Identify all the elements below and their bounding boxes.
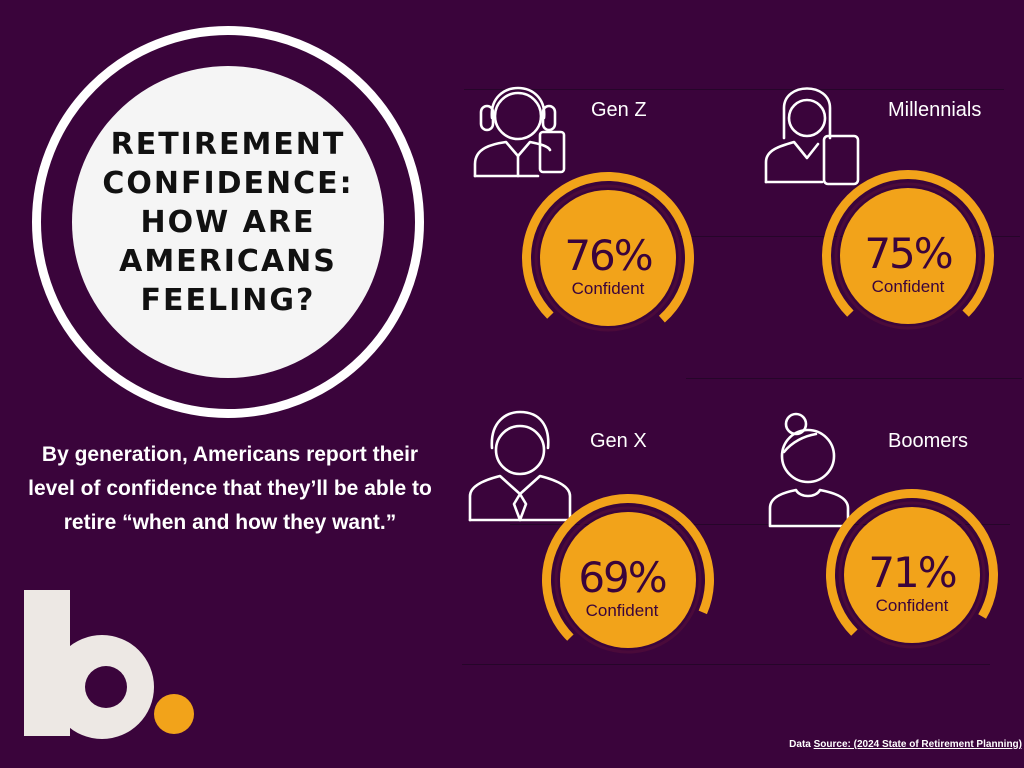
confidence-ring	[554, 506, 702, 654]
divider-line	[686, 378, 1022, 379]
title-line: AMERICANS	[119, 243, 337, 279]
divider-line	[464, 89, 1004, 90]
confidence-ring	[834, 182, 982, 330]
generation-label: Gen Z	[591, 99, 647, 121]
source-prefix: Data	[789, 739, 814, 750]
percent-label: 71%	[868, 548, 955, 597]
confident-label: Confident	[876, 596, 949, 615]
confidence-disc	[560, 512, 696, 648]
percent-label: 69%	[578, 553, 665, 602]
generation-label: Gen X	[590, 430, 647, 452]
title-line: CONFIDENCE:	[102, 165, 354, 201]
confidence-ring	[838, 501, 986, 649]
title-line: HOW ARE	[140, 204, 316, 240]
confidence-arc	[522, 172, 694, 323]
confidence-arc	[826, 488, 999, 636]
woman-bun-icon	[768, 412, 850, 528]
page-title: RETIREMENT CONFIDENCE: HOW ARE AMERICANS…	[72, 66, 384, 378]
percent-label: 76%	[564, 231, 651, 280]
confidence-ring	[534, 184, 682, 332]
confidence-arc	[822, 169, 995, 317]
headset-person-phone-icon	[473, 86, 566, 178]
title-disc	[72, 66, 384, 378]
confident-label: Confident	[586, 601, 659, 620]
confident-label: Confident	[872, 277, 945, 296]
percent-label: 75%	[864, 229, 951, 278]
confidence-disc	[540, 190, 676, 326]
confident-label: Confident	[572, 279, 645, 298]
subtitle-text: By generation, Americans report their le…	[28, 443, 432, 534]
divider-line	[462, 664, 990, 665]
divider-line	[510, 524, 1010, 525]
confidence-arc	[542, 494, 715, 641]
generation-label: Boomers	[888, 430, 968, 452]
title-line: RETIREMENT	[110, 126, 346, 162]
brand-logo: b.	[24, 590, 194, 739]
title-line: FEELING?	[140, 282, 316, 318]
source-link[interactable]: Source: (2024 State of Retirement Planni…	[813, 739, 1022, 750]
businessman-icon	[468, 410, 572, 522]
generation-label: Millennials	[888, 99, 981, 121]
source-citation: Data Source: (2024 State of Retirement P…	[782, 739, 1022, 750]
title-ring	[32, 26, 424, 418]
woman-phone-icon	[764, 87, 860, 186]
confidence-disc	[844, 507, 980, 643]
confidence-disc	[840, 188, 976, 324]
